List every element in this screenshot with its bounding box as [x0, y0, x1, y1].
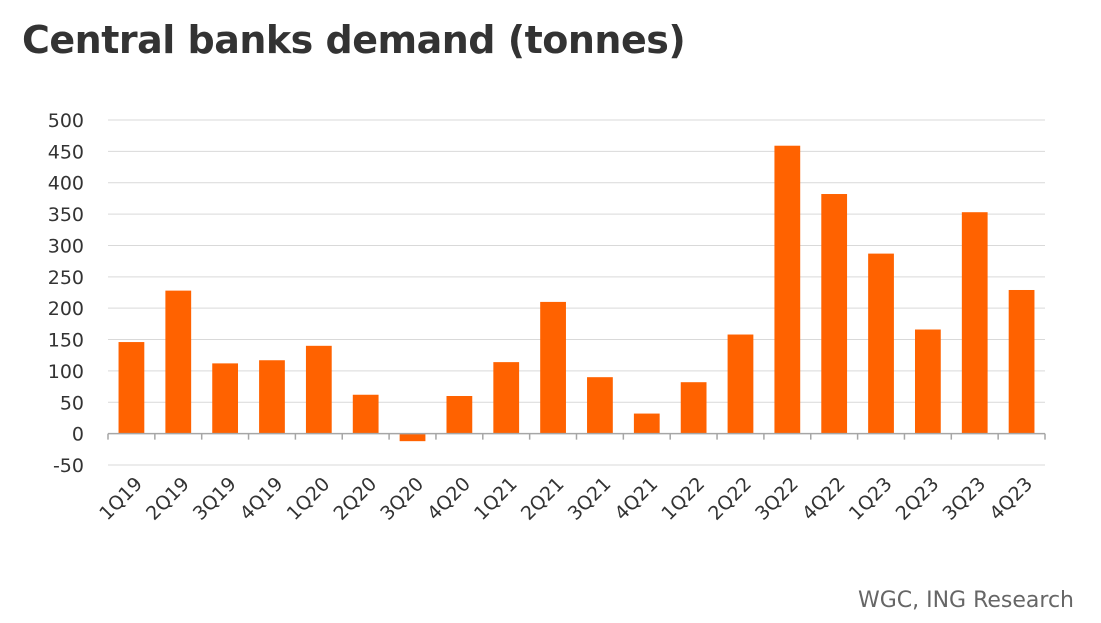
y-tick-label: 350 — [48, 204, 84, 226]
y-tick-label: 450 — [48, 141, 84, 163]
x-tick-label: 1Q21 — [470, 473, 522, 525]
bar-2Q20 — [352, 394, 379, 434]
gridlines — [108, 119, 1045, 466]
bar-2Q19 — [165, 290, 192, 434]
x-axis — [107, 432, 1046, 440]
bar-3Q19 — [212, 363, 239, 434]
x-tick-label: 2Q20 — [329, 473, 381, 525]
bar-3Q20 — [399, 433, 426, 442]
y-tick-label: 500 — [48, 110, 84, 132]
bar-4Q19 — [259, 360, 285, 434]
x-tick-label: 1Q23 — [845, 473, 897, 525]
bar-4Q20 — [446, 396, 473, 434]
bar-1Q21 — [493, 362, 520, 434]
x-tick-label: 4Q21 — [611, 473, 663, 525]
x-tick-label: 4Q19 — [236, 473, 288, 525]
y-axis-ticks: -50 0 50 100 150 200 250 300 350 400 450 500 — [48, 110, 84, 477]
y-tick-label: 150 — [48, 330, 84, 352]
x-tick-label: 4Q22 — [798, 473, 850, 525]
bar-2Q22 — [727, 334, 754, 434]
y-tick-label: 250 — [48, 267, 84, 289]
bar-4Q23 — [1008, 289, 1035, 434]
bar-1Q19 — [118, 342, 145, 434]
bar-4Q22 — [821, 194, 848, 434]
x-tick-label: 2Q19 — [142, 473, 194, 525]
bar-1Q20 — [305, 345, 332, 434]
source-note: WGC, ING Research — [857, 588, 1074, 613]
x-tick-label: 1Q22 — [657, 473, 709, 525]
x-axis-ticks: 1Q192Q193Q194Q191Q202Q203Q204Q201Q212Q21… — [95, 473, 1037, 525]
x-tick-label: 4Q20 — [423, 473, 475, 525]
y-tick-label: 400 — [48, 173, 84, 195]
x-tick-label: 4Q23 — [985, 473, 1037, 525]
y-tick-label: 0 — [72, 424, 84, 446]
y-tick-label: 50 — [60, 392, 84, 414]
bars — [118, 145, 1035, 442]
bar-3Q23 — [961, 212, 988, 434]
x-tick-label: 3Q19 — [189, 473, 241, 525]
bar-2Q23 — [914, 329, 941, 434]
bar-3Q21 — [587, 377, 613, 434]
x-tick-label: 1Q20 — [283, 473, 335, 525]
bar-3Q22 — [774, 145, 801, 434]
bar-2Q21 — [540, 301, 566, 434]
y-tick-label: 200 — [48, 298, 84, 320]
x-tick-label: 3Q21 — [564, 473, 616, 525]
bar-1Q22 — [680, 382, 707, 434]
y-tick-label: -50 — [53, 455, 84, 477]
y-tick-label: 300 — [48, 235, 84, 257]
x-tick-label: 2Q23 — [892, 473, 944, 525]
chart-title: Central banks demand (tonnes) — [22, 18, 686, 62]
x-tick-label: 3Q20 — [376, 473, 428, 525]
x-tick-label: 2Q21 — [517, 473, 569, 525]
x-tick-label: 1Q19 — [95, 473, 147, 525]
x-tick-label: 2Q22 — [704, 473, 756, 525]
x-tick-label: 3Q23 — [938, 473, 990, 525]
x-tick-label: 3Q22 — [751, 473, 803, 525]
y-tick-label: 100 — [48, 361, 84, 383]
bar-4Q21 — [633, 413, 660, 434]
bar-1Q23 — [868, 253, 894, 434]
